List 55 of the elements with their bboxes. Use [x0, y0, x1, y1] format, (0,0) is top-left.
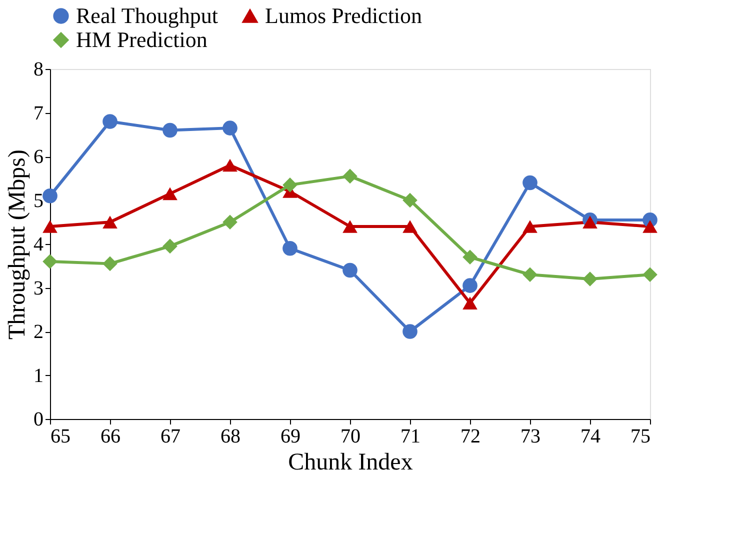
x-tick-label: 75	[630, 426, 650, 448]
point	[102, 256, 118, 272]
y-axis-title: Throughput (Mbps)	[4, 150, 30, 340]
point	[642, 267, 658, 282]
y-tick-label: 8	[34, 58, 44, 80]
point	[402, 324, 418, 339]
x-tick-label: 71	[400, 426, 420, 448]
point	[582, 272, 598, 286]
x-tick-label: 74	[580, 426, 600, 448]
point	[282, 240, 298, 256]
x-tick-label: 69	[280, 426, 300, 448]
point	[42, 254, 58, 269]
x-tick-label: 73	[520, 426, 540, 448]
point	[162, 187, 178, 200]
point	[342, 168, 358, 184]
point	[282, 178, 298, 192]
legend-label: Real Thoughput	[76, 3, 218, 28]
point	[42, 220, 58, 233]
y-tick-label: 7	[34, 102, 44, 124]
point	[42, 188, 58, 204]
y-tick-label: 1	[34, 364, 44, 387]
point	[162, 238, 178, 254]
y-tick-label: 5	[34, 190, 44, 212]
point	[522, 175, 538, 190]
point	[222, 214, 238, 230]
point	[162, 122, 178, 138]
x-tick-label: 67	[160, 426, 180, 448]
point	[402, 220, 418, 233]
x-tick-label: 72	[460, 426, 480, 448]
point	[402, 192, 418, 208]
x-tick-label: 65	[50, 426, 70, 448]
x-tick-label: 68	[220, 426, 240, 448]
point	[462, 296, 478, 310]
x-axis-title: Chunk Index	[288, 450, 413, 476]
point	[342, 262, 358, 278]
x-tick-label: 70	[340, 426, 360, 448]
y-tick-label: 0	[34, 408, 44, 430]
point	[522, 220, 538, 233]
legend-label: Lumos Prediction	[265, 3, 422, 28]
point	[342, 220, 358, 233]
point	[222, 120, 238, 136]
point	[462, 278, 478, 293]
point	[522, 267, 538, 282]
point	[642, 220, 658, 233]
legend-label: HM Prediction	[76, 27, 208, 52]
point	[582, 216, 598, 229]
point	[222, 158, 238, 172]
y-tick-label: 2	[34, 321, 44, 343]
point	[462, 250, 478, 265]
y-tick-label: 3	[34, 277, 44, 300]
point	[102, 114, 118, 129]
y-tick-label: 6	[34, 146, 44, 168]
point	[102, 216, 118, 229]
x-tick-label: 66	[100, 426, 120, 448]
y-tick-label: 4	[34, 234, 44, 256]
